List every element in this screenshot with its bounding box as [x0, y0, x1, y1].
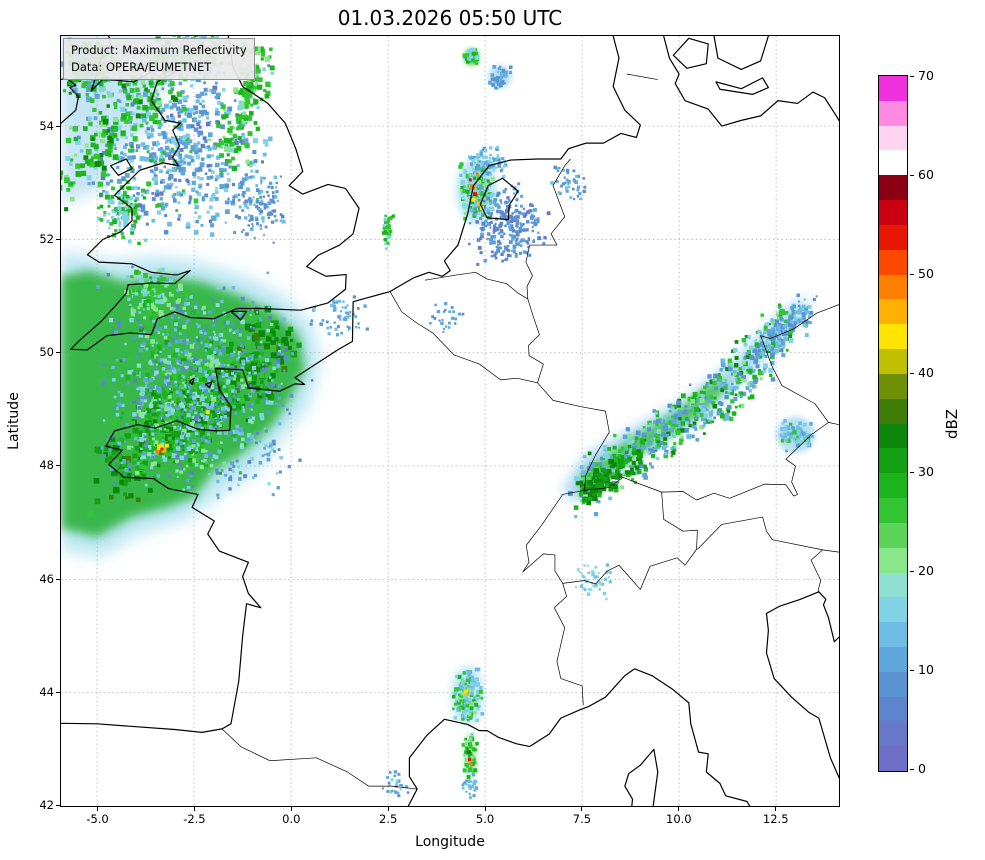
x-tick-mark [484, 807, 486, 811]
y-tick-label: 46 [39, 571, 54, 586]
colorbar-tick-label: 50 [918, 266, 934, 281]
y-tick-mark [56, 578, 60, 580]
x-tick-label: 0.0 [282, 812, 301, 826]
info-product-line: Product: Maximum Reflectivity [71, 43, 247, 57]
colorbar-segment [879, 423, 907, 449]
colorbar-segment [879, 721, 907, 747]
colorbar-segment [879, 373, 907, 399]
plot-area: Product: Maximum Reflectivity Data: OPER… [60, 35, 840, 807]
colorbar-segment [879, 696, 907, 722]
x-tick-mark [97, 807, 99, 811]
x-tick-label: 2.5 [379, 812, 398, 826]
colorbar-tick-label: 20 [918, 563, 934, 578]
colorbar-segment [879, 597, 907, 623]
figure-title: 01.03.2026 05:50 UTC [337, 6, 563, 30]
colorbar-segment [879, 647, 907, 672]
colorbar-tick-label: 70 [918, 68, 934, 83]
x-tick-mark [678, 807, 680, 811]
y-tick-mark [56, 691, 60, 693]
colorbar-tick-label: 10 [918, 662, 934, 677]
x-tick-mark [193, 807, 195, 811]
colorbar-segment [879, 473, 907, 499]
colorbar-tick-mark [910, 174, 914, 176]
colorbar-tick-label: 30 [918, 464, 934, 479]
y-tick-label: 54 [39, 118, 54, 133]
radar-speckle-layer [61, 36, 818, 800]
colorbar-gradient [879, 76, 907, 772]
y-tick-label: 42 [39, 798, 54, 812]
colorbar-segment [879, 200, 907, 225]
x-tick-label: 12.5 [762, 812, 789, 826]
colorbar-segment [879, 125, 907, 151]
x-tick-label: -2.5 [183, 812, 206, 826]
y-tick-label: 44 [39, 684, 54, 699]
colorbar [878, 75, 908, 772]
x-tick-label: 7.5 [572, 812, 592, 826]
colorbar-tick-mark [910, 570, 914, 572]
colorbar-segment [879, 572, 907, 598]
colorbar-segment [879, 671, 907, 697]
colorbar-tick-mark [910, 372, 914, 374]
x-tick-label: 5.0 [475, 812, 495, 826]
colorbar-segment [879, 76, 907, 101]
colorbar-segment [879, 547, 907, 573]
y-tick-mark [56, 805, 60, 806]
info-data-line: Data: OPERA/EUMETNET [71, 59, 212, 74]
colorbar-segment [879, 249, 907, 275]
colorbar-segment [879, 224, 907, 250]
y-tick-label: 50 [39, 345, 54, 360]
colorbar-segment [879, 324, 907, 350]
x-tick-mark [387, 807, 389, 811]
x-tick-mark [775, 807, 777, 811]
colorbar-tick-mark [910, 471, 914, 473]
colorbar-segment [879, 622, 907, 648]
x-tick-label: -5.0 [86, 812, 109, 826]
colorbar-segment [879, 274, 907, 300]
y-tick-mark [56, 239, 60, 241]
colorbar-label: dBZ [943, 408, 961, 440]
colorbar-segment [879, 175, 907, 201]
colorbar-tick-mark [910, 669, 914, 671]
x-tick-label: 10.0 [666, 812, 692, 826]
colorbar-segment [879, 522, 907, 548]
info-box: Product: Maximum Reflectivity Data: OPER… [63, 38, 255, 81]
colorbar-segment [879, 100, 907, 126]
colorbar-segment [879, 746, 907, 772]
colorbar-segment [879, 448, 907, 474]
y-tick-mark [56, 465, 60, 467]
y-tick-label: 48 [39, 458, 54, 473]
colorbar-segment [879, 398, 907, 424]
colorbar-segment [879, 299, 907, 325]
colorbar-segment [879, 349, 907, 374]
map-canvas [61, 36, 839, 806]
y-tick-label: 52 [39, 232, 54, 247]
colorbar-tick-mark [910, 75, 914, 77]
colorbar-tick-label: 60 [918, 167, 934, 182]
y-tick-mark [56, 352, 60, 354]
colorbar-segment [879, 150, 907, 176]
colorbar-tick-mark [910, 768, 914, 770]
y-tick-mark [56, 125, 60, 127]
x-axis-label: Longitude [415, 834, 485, 850]
x-tick-mark [581, 807, 583, 811]
colorbar-tick-label: 40 [918, 365, 934, 380]
border-layer [221, 73, 839, 790]
colorbar-segment [879, 498, 907, 523]
coastline-layer [61, 36, 839, 806]
colorbar-tick-label: 0 [918, 761, 926, 776]
x-tick-mark [290, 807, 292, 811]
colorbar-tick-mark [910, 273, 914, 275]
y-axis-label: Latitude [6, 392, 22, 450]
